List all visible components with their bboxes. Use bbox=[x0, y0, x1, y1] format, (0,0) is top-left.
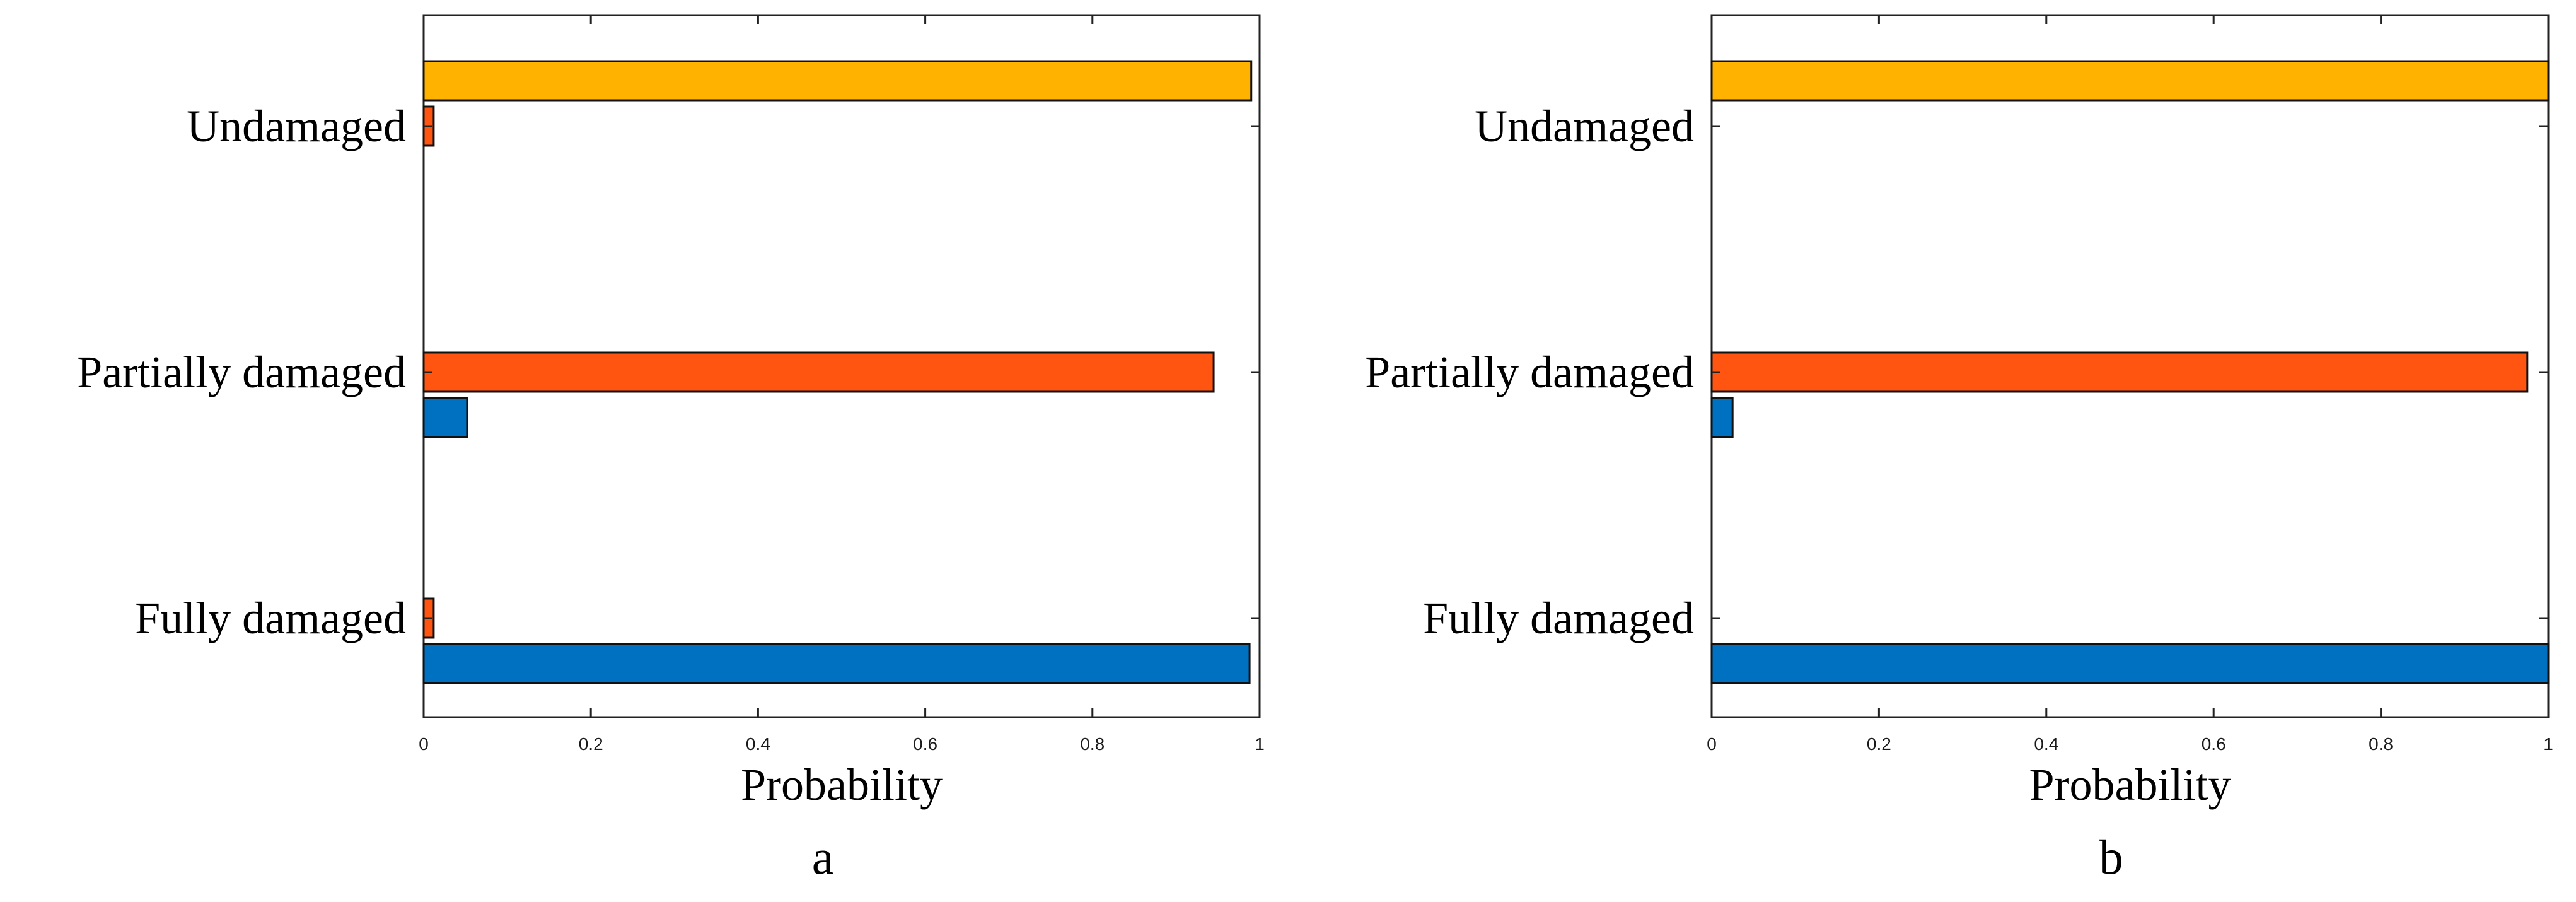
x-tick-label: 0.6 bbox=[913, 734, 937, 754]
x-tick-label: 0 bbox=[1707, 734, 1717, 754]
x-tick-label: 1 bbox=[1255, 734, 1265, 754]
x-tick-label: 0 bbox=[419, 734, 429, 754]
category-label: Fully damaged bbox=[1423, 593, 1694, 643]
x-axis-title: Probability bbox=[2029, 759, 2231, 810]
bar-partially-damaged-s2 bbox=[422, 397, 468, 438]
category-label: Partially damaged bbox=[77, 347, 406, 397]
x-axis-title: Probability bbox=[741, 759, 943, 810]
bar-undamaged-s0 bbox=[422, 60, 1253, 102]
x-tick-label: 0.8 bbox=[1080, 734, 1105, 754]
x-tick-label: 0.4 bbox=[746, 734, 770, 754]
chart-panel-b: 0 0.2 0.4 0.6 0.8 1 Undamaged Partially damaged… bbox=[1365, 14, 2553, 884]
category-label: Undamaged bbox=[1475, 101, 1694, 151]
bar-undamaged-s0 bbox=[1710, 60, 2550, 102]
x-tick-label: 0.2 bbox=[579, 734, 603, 754]
panel-label: a bbox=[812, 829, 834, 884]
bar-partially-damaged-s1 bbox=[1710, 351, 2529, 393]
category-label: Fully damaged bbox=[135, 593, 406, 643]
x-tick-label: 0.8 bbox=[2369, 734, 2393, 754]
chart-panel-a: 0 0.2 0.4 0.6 0.8 1 Undamaged Partially damaged… bbox=[77, 14, 1265, 884]
bar-fully-damaged-s2 bbox=[422, 643, 1251, 684]
x-tick-label: 0.6 bbox=[2202, 734, 2226, 754]
x-tick-label: 1 bbox=[2543, 734, 2553, 754]
category-label: Undamaged bbox=[187, 101, 406, 151]
bar-partially-damaged-s2 bbox=[1710, 397, 1734, 438]
bar-partially-damaged-s1 bbox=[422, 351, 1215, 393]
category-label: Partially damaged bbox=[1365, 347, 1694, 397]
panel-label: b bbox=[2099, 829, 2123, 884]
x-tick-label: 0.2 bbox=[1867, 734, 1891, 754]
x-tick-label: 0.4 bbox=[2034, 734, 2058, 754]
bar-fully-damaged-s2 bbox=[1710, 643, 2550, 684]
